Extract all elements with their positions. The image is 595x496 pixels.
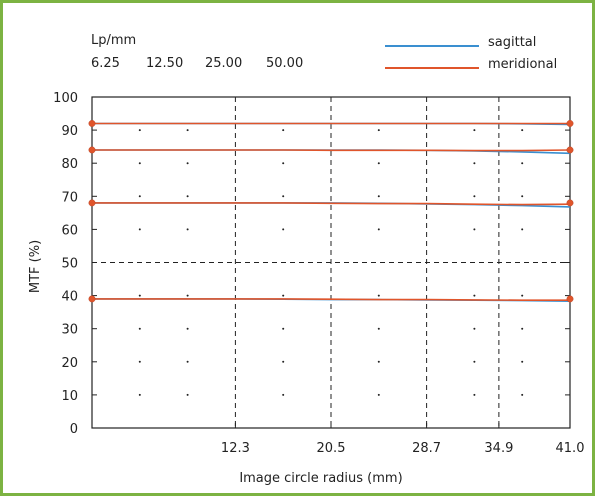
grid-dot bbox=[138, 162, 141, 165]
data-point-marker bbox=[88, 120, 96, 127]
grid-dot bbox=[377, 360, 380, 363]
y-axis-label: MTF (%) bbox=[28, 240, 43, 293]
grid-dot bbox=[377, 162, 380, 165]
x-tick-label: 41.0 bbox=[556, 441, 585, 456]
y-tick-label: 100 bbox=[53, 91, 78, 106]
y-tick-label: 40 bbox=[61, 290, 78, 305]
grid-dot bbox=[473, 393, 476, 396]
lp-title: Lp/mm bbox=[91, 33, 137, 48]
legend-label-sagittal: sagittal bbox=[488, 35, 537, 50]
grid-dot bbox=[186, 228, 189, 231]
grid-dot bbox=[138, 294, 141, 297]
mtf-chart: 0 10 20 30 40 50 60 70 80 90 100 12.3 20.5 28.7 34.9 41… bbox=[28, 91, 585, 486]
y-tick-label: 0 bbox=[70, 422, 78, 437]
grid-dot bbox=[521, 228, 524, 231]
grid-dot bbox=[473, 195, 476, 198]
grid-dot bbox=[186, 129, 189, 132]
grid-dot bbox=[282, 327, 285, 330]
x-tick-label: 34.9 bbox=[484, 441, 513, 456]
grid-dot bbox=[521, 294, 524, 297]
frequency-label: 50.00 bbox=[266, 56, 304, 71]
y-tick-label: 30 bbox=[61, 323, 78, 338]
grid-dot bbox=[282, 360, 285, 363]
data-point-marker bbox=[88, 295, 96, 303]
grid-dot bbox=[282, 195, 285, 198]
grid-dot bbox=[377, 327, 380, 330]
grid-dot bbox=[473, 327, 476, 330]
grid-dot bbox=[521, 195, 524, 198]
y-tick-label: 50 bbox=[61, 257, 78, 272]
legend-label-meridional: meridional bbox=[488, 57, 558, 72]
grid-dot bbox=[138, 327, 141, 330]
grid-dot bbox=[521, 129, 524, 132]
y-tick-label: 10 bbox=[61, 389, 78, 404]
y-tick-label: 70 bbox=[61, 190, 78, 205]
series-line-meridional bbox=[92, 298, 570, 302]
x-tick-label: 12.3 bbox=[221, 441, 250, 456]
grid-dot bbox=[473, 360, 476, 363]
series-line-meridional bbox=[92, 149, 571, 152]
grid-dot bbox=[186, 294, 189, 297]
series-line-meridional bbox=[92, 202, 571, 206]
grid-dot bbox=[521, 327, 524, 330]
grid-dot bbox=[377, 195, 380, 198]
grid-dot bbox=[138, 228, 141, 231]
grid-dot bbox=[138, 195, 141, 198]
grid-dot bbox=[186, 195, 189, 198]
grid-dot bbox=[138, 360, 141, 363]
grid-dot bbox=[377, 228, 380, 231]
legend-swatch-meridional bbox=[385, 67, 479, 69]
x-axis-label: Image circle radius (mm) bbox=[239, 471, 402, 486]
data-point-marker bbox=[88, 199, 96, 207]
grid-dot bbox=[473, 228, 476, 231]
grid-dot bbox=[282, 393, 285, 396]
y-tick-label: 60 bbox=[61, 223, 78, 238]
grid-dot bbox=[377, 294, 380, 297]
y-tick-label: 80 bbox=[61, 157, 78, 172]
grid-dot bbox=[473, 129, 476, 132]
grid-dot bbox=[521, 162, 524, 165]
frequency-label: 12.50 bbox=[146, 56, 184, 71]
grid-dot bbox=[377, 129, 380, 132]
grid-dot bbox=[377, 393, 380, 396]
grid-dot bbox=[282, 129, 285, 132]
x-tick-label: 28.7 bbox=[412, 441, 441, 456]
grid-dot bbox=[138, 393, 141, 396]
frequency-label: 25.00 bbox=[205, 56, 243, 71]
grid-dot bbox=[282, 228, 285, 231]
grid-dot bbox=[138, 129, 141, 132]
grid-dot bbox=[282, 294, 285, 297]
data-point-marker bbox=[566, 146, 574, 154]
y-tick-label: 20 bbox=[61, 356, 78, 371]
grid-dot bbox=[186, 327, 189, 330]
y-tick-label: 90 bbox=[61, 124, 78, 139]
grid-dot bbox=[186, 360, 189, 363]
data-point-marker bbox=[88, 146, 96, 154]
data-point-marker bbox=[566, 120, 574, 127]
x-tick-label: 20.5 bbox=[317, 441, 346, 456]
grid-dot bbox=[521, 393, 524, 396]
grid-dot bbox=[186, 162, 189, 165]
grid-dot bbox=[186, 393, 189, 396]
legend-swatch-sagittal bbox=[385, 45, 479, 47]
grid-dot bbox=[282, 162, 285, 165]
grid-dot bbox=[521, 360, 524, 363]
grid-dot bbox=[473, 294, 476, 297]
grid-dot bbox=[473, 162, 476, 165]
data-point-marker bbox=[566, 295, 574, 303]
data-point-marker bbox=[566, 199, 574, 207]
frequency-label: 6.25 bbox=[91, 56, 120, 71]
